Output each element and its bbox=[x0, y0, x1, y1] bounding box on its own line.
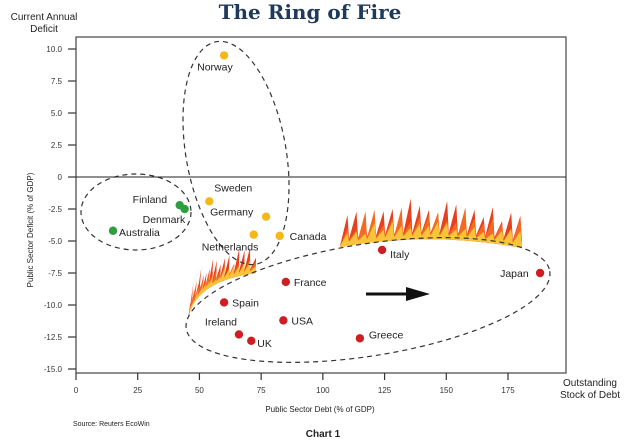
plot-frame bbox=[75, 36, 567, 374]
data-point-greece bbox=[355, 334, 365, 343]
y-tick-label: -5.0 bbox=[48, 237, 62, 246]
flame-shape bbox=[340, 221, 522, 248]
x-tick-label: 175 bbox=[501, 386, 515, 395]
y-tick-label: -12.5 bbox=[44, 333, 63, 342]
point-label: Sweden bbox=[214, 182, 252, 194]
point-label: Greece bbox=[369, 329, 404, 341]
point-label: Japan bbox=[500, 268, 529, 280]
data-point-canada bbox=[275, 231, 284, 241]
data-point-france bbox=[281, 277, 291, 287]
chart-title: The Ring of Fire bbox=[219, 0, 402, 24]
y-axis-label: Public Sector Deficit (% of GDP) bbox=[26, 172, 35, 287]
point-label: Finland bbox=[133, 194, 168, 206]
point-label: Australia bbox=[119, 227, 160, 239]
data-point-ireland bbox=[234, 330, 244, 339]
y-tick-label: -7.5 bbox=[48, 269, 62, 278]
data-point-japan bbox=[535, 268, 545, 278]
y-axis-note: Current Annual Deficit bbox=[11, 12, 78, 35]
point-label: Netherlands bbox=[202, 242, 259, 254]
point-label: Norway bbox=[197, 61, 233, 73]
y-tick-label: -15.0 bbox=[44, 365, 63, 374]
y-tick-label: -2.5 bbox=[48, 205, 62, 214]
ellipse-green-group bbox=[80, 173, 192, 251]
point-label: Germany bbox=[210, 207, 254, 219]
data-point-uk bbox=[247, 336, 256, 346]
data-point-sweden bbox=[205, 197, 214, 206]
x-tick-label: 0 bbox=[74, 386, 79, 395]
flames-decoration bbox=[188, 198, 522, 319]
source-note: Source: Reuters EcoWin bbox=[73, 421, 150, 428]
data-point-denmark bbox=[180, 204, 189, 214]
flame-shape bbox=[188, 260, 256, 319]
x-tick-label: 25 bbox=[133, 386, 142, 395]
point-label: UK bbox=[257, 338, 272, 350]
trend-arrow bbox=[366, 287, 430, 301]
x-tick-label: 100 bbox=[316, 386, 330, 395]
point-label: Ireland bbox=[205, 316, 237, 328]
point-label: Denmark bbox=[143, 214, 186, 226]
x-tick-label: 50 bbox=[195, 386, 204, 395]
y-tick-label: -10.0 bbox=[44, 301, 63, 310]
point-label: France bbox=[294, 277, 327, 289]
data-point-germany bbox=[261, 212, 271, 221]
data-point-italy bbox=[377, 245, 387, 255]
ellipse-yellow-group bbox=[182, 40, 290, 266]
data-point-norway bbox=[219, 51, 229, 60]
y-tick-label: 2.5 bbox=[51, 141, 63, 150]
point-label: Spain bbox=[232, 297, 259, 309]
x-tick-label: 125 bbox=[378, 386, 392, 395]
ellipse-red-group bbox=[185, 237, 551, 363]
x-axis-note: Outstanding Stock of Debt bbox=[560, 378, 620, 401]
y-tick-label: 0 bbox=[58, 173, 63, 182]
y-tick-label: 5.0 bbox=[51, 109, 63, 118]
point-label: Canada bbox=[290, 231, 327, 243]
data-point-australia bbox=[108, 226, 118, 235]
chart-caption: Chart 1 bbox=[306, 429, 341, 440]
group-ellipses bbox=[80, 40, 551, 363]
x-tick-label: 75 bbox=[257, 386, 266, 395]
data-point-usa bbox=[279, 316, 288, 325]
x-axis-label: Public Sector Debt (% of GDP) bbox=[265, 405, 375, 414]
y-tick-label: 7.5 bbox=[51, 77, 63, 86]
data-point-netherlands bbox=[249, 230, 258, 239]
y-tick-label: 10.0 bbox=[46, 45, 62, 54]
point-label: USA bbox=[291, 315, 313, 327]
data-point-spain bbox=[219, 298, 229, 307]
x-tick-label: 150 bbox=[440, 386, 454, 395]
point-label: Italy bbox=[390, 249, 410, 261]
